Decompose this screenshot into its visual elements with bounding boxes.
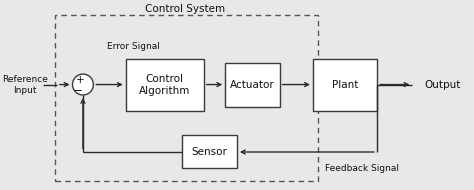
Text: Error Signal: Error Signal xyxy=(107,42,160,51)
Text: Control System: Control System xyxy=(145,4,225,13)
Text: Plant: Plant xyxy=(332,80,358,90)
FancyBboxPatch shape xyxy=(313,59,377,111)
Text: Actuator: Actuator xyxy=(230,80,275,90)
Text: Feedback Signal: Feedback Signal xyxy=(325,164,399,173)
Text: Reference
Input: Reference Input xyxy=(2,74,48,95)
Text: +: + xyxy=(76,75,85,85)
Text: Output: Output xyxy=(424,80,461,89)
FancyBboxPatch shape xyxy=(126,59,204,111)
FancyBboxPatch shape xyxy=(182,135,237,168)
FancyBboxPatch shape xyxy=(225,63,280,107)
Text: Control
Algorithm: Control Algorithm xyxy=(139,74,191,96)
Text: Sensor: Sensor xyxy=(192,146,228,157)
Ellipse shape xyxy=(73,74,93,95)
Text: −: − xyxy=(73,84,82,97)
